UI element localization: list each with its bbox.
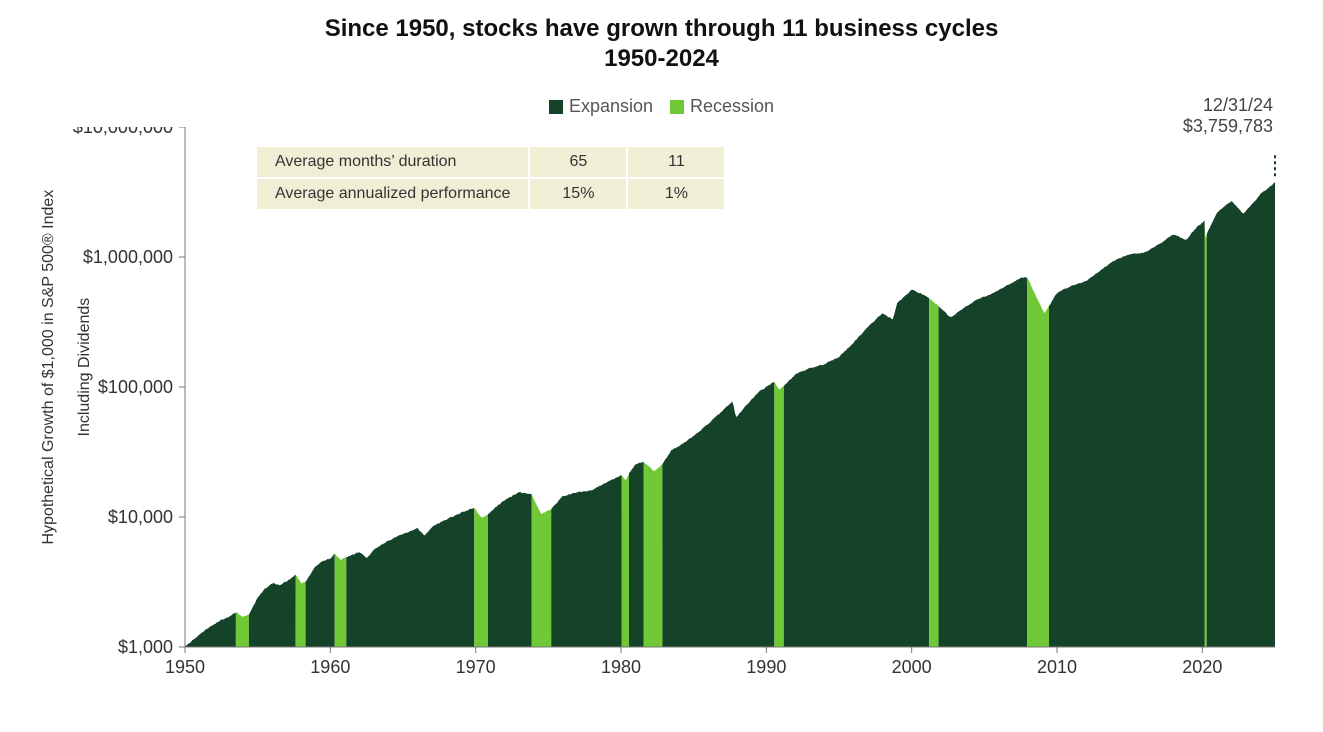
- chart-title-line2: 1950-2024: [0, 44, 1323, 74]
- legend-label-recession: Recession: [690, 96, 774, 117]
- chart-svg: $1,000$10,000$100,000$1,000,000$10,000,0…: [0, 127, 1323, 692]
- legend-item-recession: Recession: [670, 96, 774, 117]
- legend-item-expansion: Expansion: [549, 96, 653, 117]
- stats-expansion-value: 65: [529, 146, 627, 178]
- stats-expansion-value: 15%: [529, 178, 627, 210]
- callout-date: 12/31/24: [1183, 95, 1273, 117]
- legend-label-expansion: Expansion: [569, 96, 653, 117]
- chart-title-line1: Since 1950, stocks have grown through 11…: [0, 14, 1323, 44]
- chart-title: Since 1950, stocks have grown through 11…: [0, 0, 1323, 74]
- x-tick-label: 1950: [165, 657, 205, 677]
- chart-area: Hypothetical Growth of $1,000 in S&P 500…: [0, 127, 1323, 692]
- stats-recession-value: 1%: [627, 178, 725, 210]
- legend-swatch-recession: [670, 100, 684, 114]
- stats-label: Average months’ duration: [256, 146, 529, 178]
- y-tick-label: $10,000,000: [73, 127, 173, 137]
- table-row: Average months’ duration 65 11: [256, 146, 725, 178]
- x-tick-label: 1970: [456, 657, 496, 677]
- end-value-callout: 12/31/24 $3,759,783: [1183, 95, 1273, 138]
- stats-recession-value: 11: [627, 146, 725, 178]
- x-tick-label: 2020: [1182, 657, 1222, 677]
- x-tick-label: 1990: [746, 657, 786, 677]
- x-tick-label: 2010: [1037, 657, 1077, 677]
- x-tick-label: 1960: [310, 657, 350, 677]
- y-axis-label-line2: Including Dividends: [76, 298, 93, 437]
- x-tick-label: 1980: [601, 657, 641, 677]
- y-axis-label: Hypothetical Growth of $1,000 in S&P 500…: [22, 168, 112, 584]
- y-tick-label: $10,000: [108, 507, 173, 527]
- legend-swatch-expansion: [549, 100, 563, 114]
- stats-label: Average annualized performance: [256, 178, 529, 210]
- table-row: Average annualized performance 15% 1%: [256, 178, 725, 210]
- y-axis-label-line1: Hypothetical Growth of $1,000 in S&P 500…: [40, 190, 57, 545]
- legend: Expansion Recession: [0, 96, 1323, 119]
- callout-value: $3,759,783: [1183, 116, 1273, 138]
- x-tick-label: 2000: [892, 657, 932, 677]
- stats-table: Average months’ duration 65 11 Average a…: [255, 145, 726, 211]
- y-tick-label: $1,000: [118, 637, 173, 657]
